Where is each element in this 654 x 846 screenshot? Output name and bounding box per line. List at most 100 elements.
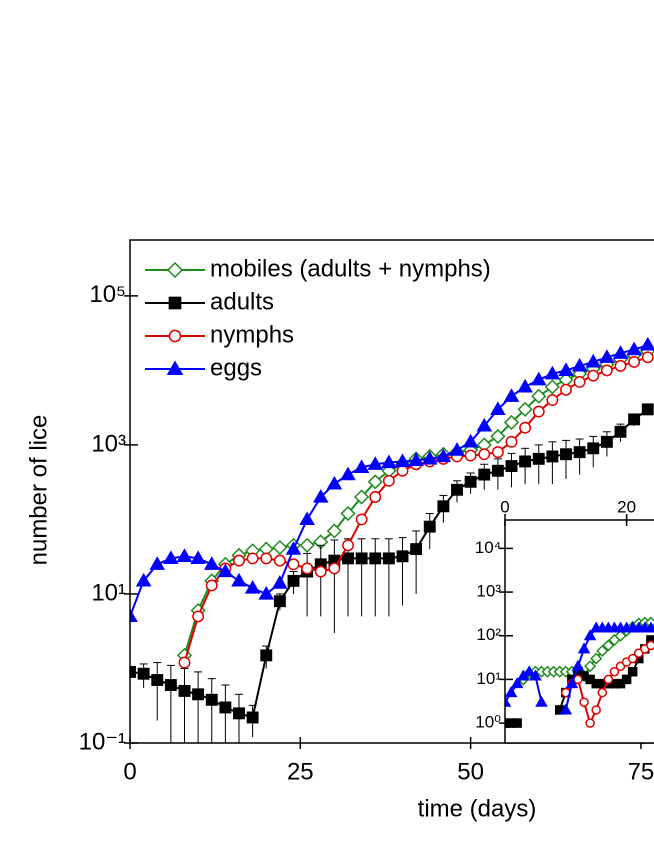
- marker-circle: [328, 562, 341, 575]
- marker-triangle: [517, 378, 533, 393]
- marker-triangle: [577, 642, 591, 654]
- marker-square: [532, 452, 545, 465]
- marker-triangle: [163, 550, 179, 565]
- marker-diamond: [340, 505, 356, 522]
- marker-square: [628, 413, 641, 426]
- marker-triangle: [130, 608, 138, 623]
- marker-square: [423, 520, 436, 533]
- marker-square: [491, 464, 504, 477]
- marker-square: [260, 649, 273, 662]
- y-axis-title: number of lice: [25, 415, 52, 566]
- legend-label: adults: [210, 288, 274, 315]
- y-tick-label: 10³: [91, 430, 126, 457]
- marker-triangle: [394, 453, 411, 468]
- marker-triangle: [476, 417, 493, 432]
- marker-triangle: [559, 703, 573, 715]
- marker-triangle: [149, 556, 166, 570]
- plot-frame: [129, 239, 654, 744]
- marker-triangle: [367, 456, 384, 470]
- marker-square: [151, 674, 164, 686]
- marker-square: [287, 574, 300, 587]
- marker-diamond: [166, 261, 184, 279]
- data-layer: [130, 336, 654, 743]
- y-tick-label: 10²: [476, 625, 501, 644]
- marker-square: [519, 455, 532, 468]
- marker-circle: [614, 359, 627, 372]
- marker-triangle: [571, 357, 588, 372]
- marker-triangle: [490, 401, 506, 415]
- marker-circle: [355, 513, 368, 526]
- marker-circle: [532, 405, 545, 418]
- marker-square: [600, 435, 613, 448]
- marker-triangle: [217, 563, 234, 578]
- marker-triangle: [462, 433, 479, 448]
- legend-label: eggs: [210, 354, 262, 381]
- marker-triangle: [535, 695, 548, 707]
- x-tick-label: 25: [287, 758, 314, 785]
- marker-square: [168, 296, 182, 310]
- inset-plot: 0 20 10⁰ 10¹ 10² 10³ 10⁴: [475, 497, 654, 744]
- marker-circle: [600, 364, 613, 377]
- marker-triangle: [340, 466, 356, 481]
- marker-square: [621, 674, 632, 685]
- marker-triangle: [312, 488, 329, 503]
- marker-circle: [233, 554, 245, 567]
- marker-triangle: [244, 580, 261, 594]
- marker-triangle: [644, 621, 654, 633]
- marker-diamond: [531, 388, 547, 404]
- marker-circle: [628, 355, 641, 368]
- marker-triangle: [530, 371, 547, 386]
- marker-triangle: [203, 556, 220, 570]
- marker-circle: [609, 666, 620, 677]
- legend: mobiles (adults + nymphs) adults nymphs egg…: [145, 255, 491, 381]
- marker-triangle: [435, 448, 452, 463]
- marker-diamond: [354, 489, 370, 505]
- marker-square: [464, 475, 477, 488]
- marker-triangle: [272, 575, 288, 589]
- marker-triangle: [510, 677, 524, 689]
- marker-circle: [382, 474, 395, 487]
- marker-circle: [597, 687, 608, 698]
- marker-triangle: [505, 695, 512, 707]
- marker-circle: [192, 610, 205, 623]
- marker-triangle: [166, 360, 184, 375]
- marker-circle: [314, 565, 327, 578]
- marker-square: [382, 552, 395, 565]
- marker-triangle: [585, 353, 602, 368]
- marker-diamond: [596, 644, 609, 657]
- marker-square: [369, 552, 382, 565]
- marker-square: [451, 483, 463, 496]
- marker-square: [587, 442, 600, 455]
- marker-triangle: [258, 585, 275, 600]
- y-tick-label: 10⁴: [475, 538, 501, 557]
- marker-circle: [519, 421, 532, 434]
- marker-circle: [178, 656, 191, 669]
- marker-circle: [168, 329, 182, 343]
- marker-diamond: [367, 474, 383, 490]
- marker-triangle: [571, 659, 585, 671]
- marker-diamond: [326, 523, 342, 539]
- legend-label: mobiles (adults + nymphs): [210, 255, 491, 282]
- data-layer: [505, 616, 654, 728]
- marker-triangle: [381, 454, 397, 469]
- marker-circle: [273, 554, 286, 567]
- marker-diamond: [272, 539, 288, 556]
- marker-circle: [579, 697, 589, 708]
- marker-circle: [369, 491, 382, 503]
- x-axis-title: time (days): [418, 795, 537, 822]
- marker-diamond: [544, 379, 560, 395]
- marker-triangle: [299, 511, 315, 526]
- marker-triangle: [503, 388, 520, 402]
- marker-triangle: [583, 629, 597, 641]
- y-tick-label: 10¹: [91, 579, 126, 606]
- marker-circle: [573, 375, 586, 388]
- marker-square: [560, 448, 572, 461]
- marker-circle: [646, 640, 654, 651]
- marker-square: [233, 707, 245, 720]
- marker-triangle: [529, 669, 542, 681]
- marker-triangle: [190, 550, 206, 565]
- legend-label: nymphs: [210, 321, 294, 348]
- marker-circle: [641, 351, 654, 364]
- marker-circle: [246, 552, 259, 565]
- marker-circle: [205, 579, 218, 592]
